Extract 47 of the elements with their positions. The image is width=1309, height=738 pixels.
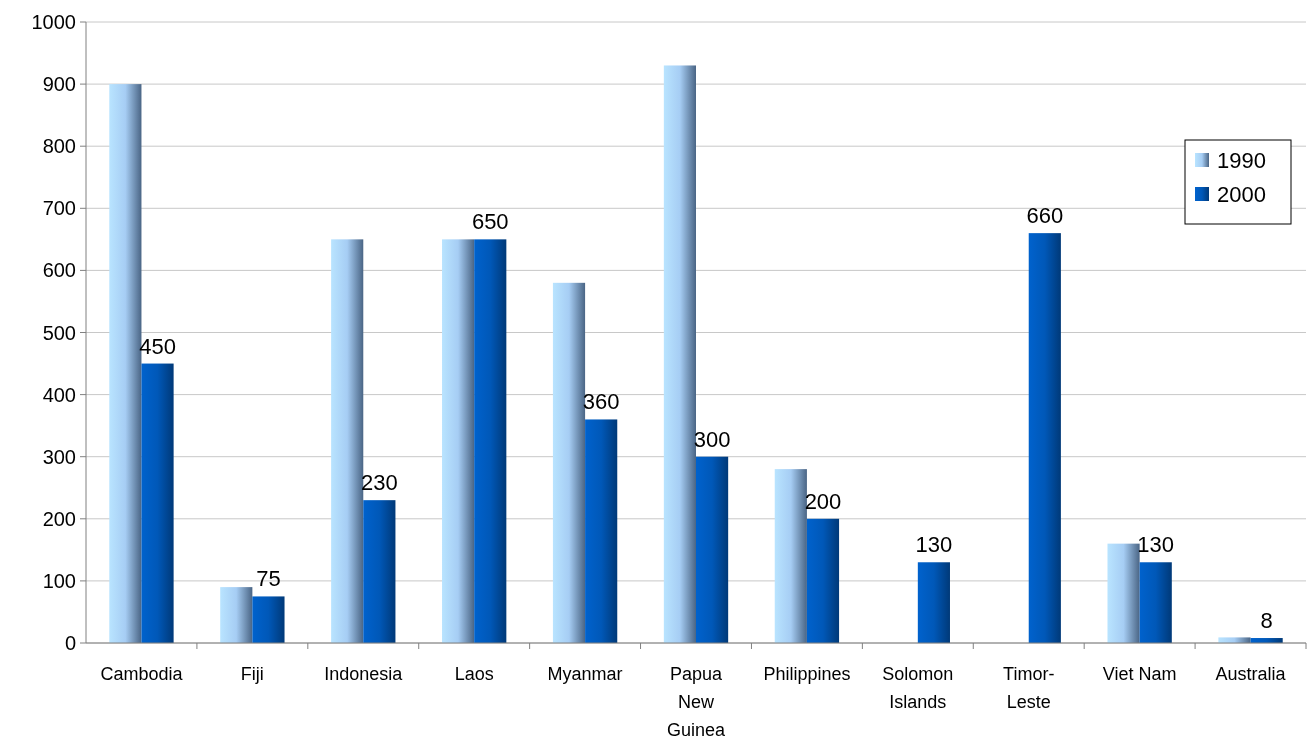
bar — [363, 500, 396, 643]
bar — [252, 596, 285, 643]
x-tick-label: Australia — [1215, 664, 1287, 684]
y-tick-label: 0 — [64, 632, 76, 654]
y-tick-label: 600 — [42, 259, 76, 282]
x-tick-label: Viet Nam — [1102, 664, 1177, 684]
x-tick-label: Timor-Leste — [1003, 664, 1055, 712]
x-tick-label: Solomon Islands — [882, 664, 954, 712]
y-tick-label: 700 — [42, 197, 76, 220]
bar — [663, 65, 696, 643]
y-tick-label: 800 — [42, 135, 76, 158]
bar — [220, 587, 253, 643]
bar — [917, 562, 950, 643]
data-label: 130 — [915, 532, 953, 558]
bar — [806, 518, 840, 643]
x-tick-label: Papua New Guinea — [666, 664, 727, 738]
y-tick-label: 100 — [42, 569, 76, 592]
bar — [585, 419, 618, 643]
data-label: 8 — [1260, 608, 1273, 634]
data-label: 75 — [256, 566, 281, 592]
y-tick-label: 900 — [42, 73, 76, 96]
data-label: 130 — [1137, 532, 1175, 558]
y-tick-label: 300 — [42, 445, 76, 468]
data-label: 650 — [471, 209, 509, 235]
bar — [141, 363, 174, 643]
y-tick-label: 500 — [42, 321, 76, 344]
bar — [474, 239, 507, 643]
y-tick-label: 1000 — [31, 11, 76, 33]
x-tick-label: Indonesia — [324, 664, 404, 684]
bar — [1028, 233, 1061, 643]
bar — [696, 456, 729, 643]
bar — [442, 239, 475, 643]
x-tick-label: Myanmar — [547, 664, 623, 684]
y-tick-label: 200 — [42, 507, 76, 530]
data-label: 660 — [1026, 203, 1064, 229]
legend-label: 2000 — [1217, 181, 1266, 207]
legend-label: 1990 — [1217, 147, 1266, 173]
x-tick-label: Fiji — [240, 664, 264, 684]
bar — [1139, 562, 1172, 643]
x-tick-label: Philippines — [763, 664, 851, 684]
x-tick-label: Laos — [454, 664, 494, 684]
x-tick-label: Cambodia — [100, 664, 184, 684]
bar — [1107, 543, 1140, 643]
bar — [774, 469, 807, 643]
bar — [1218, 637, 1251, 643]
bar — [331, 239, 364, 643]
y-tick-label: 400 — [42, 383, 76, 406]
